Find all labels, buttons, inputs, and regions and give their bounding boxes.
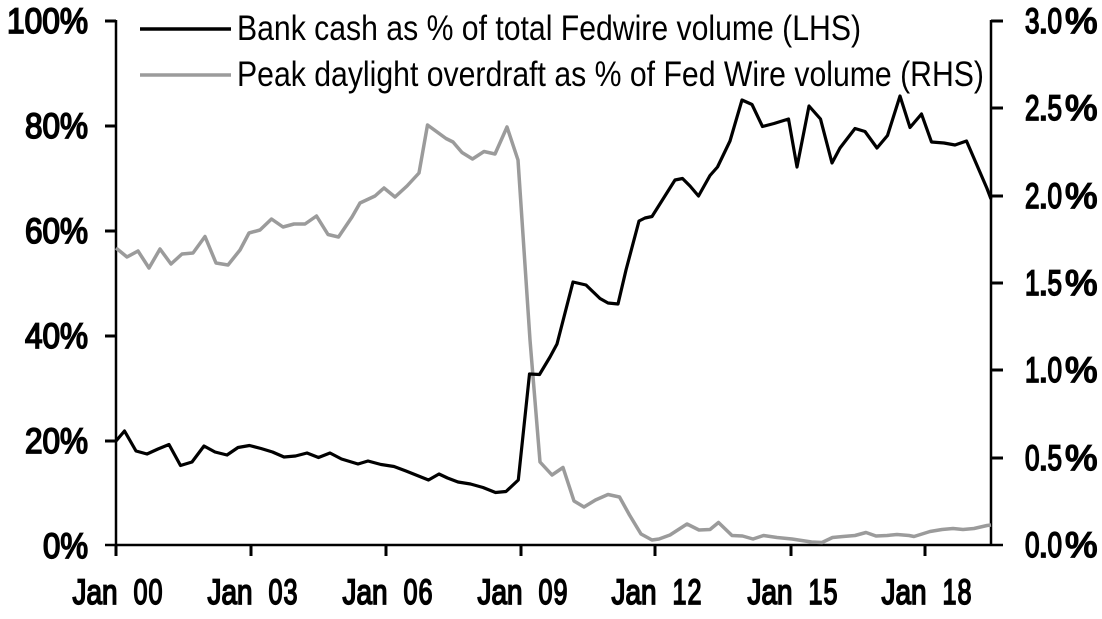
svg-text:0: 0 [1048,2,1063,41]
svg-text:0: 0 [1048,526,1063,565]
svg-text:60%: 60% [25,212,88,251]
svg-text:.: . [1039,439,1049,478]
svg-text:.: . [1039,264,1049,303]
svg-text:1: 1 [809,573,823,612]
svg-text:3: 3 [284,573,298,612]
svg-text:Jan: Jan [882,573,927,612]
svg-text:20%: 20% [25,422,88,461]
svg-text:2: 2 [1025,177,1040,216]
svg-text:Jan: Jan [612,573,657,612]
svg-text:0: 0 [539,573,553,612]
svg-text:3: 3 [1025,2,1040,41]
svg-text:%: % [1065,2,1098,41]
svg-text:0: 0 [404,573,418,612]
svg-text:5: 5 [1048,439,1063,478]
svg-text:Jan: Jan [748,573,793,612]
svg-text:0: 0 [134,573,148,612]
svg-text:%: % [1065,526,1098,565]
svg-text:1: 1 [943,573,957,612]
svg-text:%: % [1065,351,1098,390]
svg-text:Jan: Jan [343,573,388,612]
svg-text:0: 0 [1048,351,1063,390]
svg-text:.: . [1039,526,1049,565]
svg-text:1: 1 [1025,351,1040,390]
svg-text:0: 0 [1048,177,1063,216]
svg-text:8: 8 [958,573,972,612]
svg-text:0: 0 [1025,526,1040,565]
svg-text:Bank cash as % of total Fedwir: Bank cash as % of total Fedwire volume (… [237,9,861,48]
svg-text:5: 5 [1048,89,1063,128]
svg-text:5: 5 [1048,264,1063,303]
svg-text:%: % [1065,439,1098,478]
svg-text:5: 5 [824,573,838,612]
svg-text:100%: 100% [7,2,88,41]
svg-text:0: 0 [1025,439,1040,478]
svg-text:%: % [1065,177,1098,216]
svg-text:1: 1 [673,573,687,612]
svg-text:.: . [1039,2,1049,41]
svg-text:0%: 0% [43,527,88,566]
svg-text:80%: 80% [25,107,88,146]
svg-text:Peak daylight overdraft as % o: Peak daylight overdraft as % of Fed Wire… [237,55,984,94]
svg-text:2: 2 [688,573,702,612]
svg-text:0: 0 [149,573,163,612]
svg-text:.: . [1039,351,1049,390]
svg-text:.: . [1039,177,1049,216]
svg-text:%: % [1065,89,1098,128]
svg-text:%: % [1065,264,1098,303]
svg-text:Jan: Jan [73,573,118,612]
svg-text:.: . [1039,89,1049,128]
svg-text:6: 6 [419,573,433,612]
svg-text:40%: 40% [25,317,88,356]
svg-text:Jan: Jan [208,573,253,612]
svg-text:2: 2 [1025,89,1040,128]
svg-text:1: 1 [1025,264,1040,303]
svg-text:Jan: Jan [478,573,523,612]
svg-text:0: 0 [269,573,283,612]
svg-text:9: 9 [554,573,568,612]
